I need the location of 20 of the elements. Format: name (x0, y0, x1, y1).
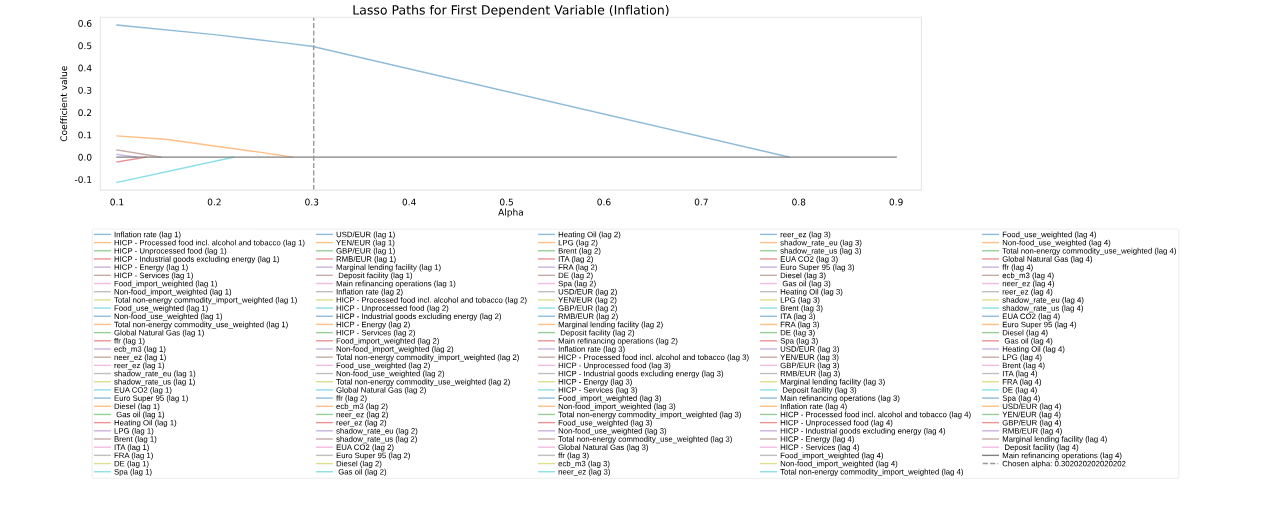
x-tick-label: 0.2 (207, 198, 221, 206)
x-tick-label: 0.4 (402, 198, 416, 206)
x-tick-label: 0.1 (110, 198, 124, 206)
x-tick-label: 0.5 (499, 198, 513, 206)
y-tick-label: 0.4 (78, 64, 92, 72)
y-tick-label: 0.2 (78, 109, 92, 117)
y-tick-label: -0.1 (74, 176, 92, 183)
y-tick-label: 0.5 (78, 42, 92, 50)
chart-title: Lasso Paths for First Dependent Variable (Inflation) (353, 4, 669, 18)
x-tick-label: 0.8 (792, 198, 806, 206)
x-tick-label: 0.3 (305, 198, 319, 206)
y-tick-label: 0.0 (78, 153, 92, 161)
y-tick-label: 0.3 (78, 86, 92, 94)
x-axis-title: Alpha (498, 208, 523, 218)
x-tick-label: 0.6 (597, 198, 611, 206)
y-tick-label: 0.6 (78, 19, 92, 27)
x-tick-label: 0.7 (694, 198, 708, 206)
y-axis-title: Coefficient value (60, 66, 68, 142)
y-tick-label: 0.1 (78, 131, 92, 139)
x-tick-label: 0.9 (889, 198, 903, 206)
